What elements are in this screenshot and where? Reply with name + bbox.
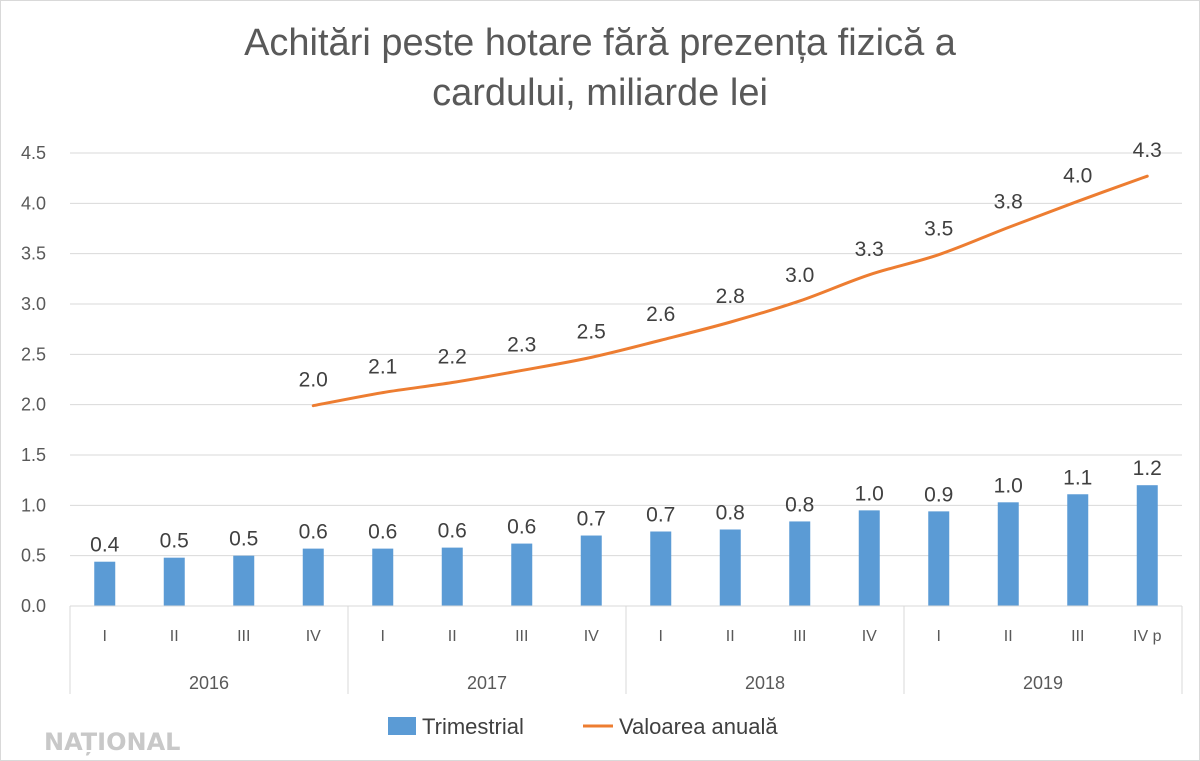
bar-data-label: 0.6 bbox=[368, 521, 397, 544]
bar bbox=[650, 531, 672, 606]
y-axis-tick-labels: 0.0 0.5 1.0 1.5 2.0 2.5 3.0 3.5 4.0 4.5 bbox=[21, 143, 46, 616]
bar-data-label: 0.7 bbox=[577, 508, 606, 531]
bar bbox=[372, 548, 394, 606]
bar-data-label: 0.9 bbox=[924, 483, 953, 506]
x-category-label: II bbox=[170, 628, 179, 645]
line-data-label: 2.5 bbox=[577, 320, 606, 343]
x-category-label: II bbox=[726, 628, 735, 645]
line-data-label: 2.3 bbox=[507, 333, 536, 356]
y-tick-label: 1.0 bbox=[21, 495, 46, 515]
chart-title-line-1: Achitări peste hotare fără prezența fizi… bbox=[244, 22, 956, 64]
y-tick-label: 4.5 bbox=[21, 143, 46, 163]
bar bbox=[789, 521, 811, 606]
bar-data-label: 0.5 bbox=[229, 528, 258, 551]
line-data-label: 3.5 bbox=[924, 218, 953, 241]
x-category-label: IV bbox=[584, 628, 599, 645]
watermark-logo: NAȚIONAL bbox=[44, 728, 180, 756]
bar bbox=[233, 555, 255, 606]
bar bbox=[302, 548, 324, 606]
y-tick-label: 0.0 bbox=[21, 596, 46, 616]
bar-data-label: 1.0 bbox=[855, 482, 884, 505]
y-tick-label: 0.5 bbox=[21, 546, 46, 566]
x-category-label: III bbox=[237, 628, 250, 645]
legend: Trimestrial Valoarea anuală bbox=[388, 714, 778, 739]
bar bbox=[163, 557, 185, 606]
x-category-label: III bbox=[1071, 628, 1084, 645]
x-category-label: I bbox=[103, 628, 107, 645]
x-group-label: 2018 bbox=[745, 673, 785, 693]
bar bbox=[94, 561, 116, 606]
bar-data-labels: 0.4 0.5 0.5 0.6 0.6 0.6 0.6 0.7 0.7 0.8 0.8 1.0 0.9 1… bbox=[90, 457, 1162, 557]
x-category-label: III bbox=[793, 628, 806, 645]
line-data-label: 2.0 bbox=[299, 369, 328, 392]
y-tick-label: 2.0 bbox=[21, 395, 46, 415]
bar-data-label: 1.2 bbox=[1133, 457, 1162, 480]
x-category-label: IV bbox=[862, 628, 877, 645]
bar-data-label: 0.4 bbox=[90, 534, 120, 557]
x-category-label: II bbox=[448, 628, 457, 645]
x-category-label: IV bbox=[306, 628, 321, 645]
x-group-label: 2019 bbox=[1023, 673, 1063, 693]
bar-data-label: 0.7 bbox=[646, 504, 675, 527]
y-tick-label: 3.5 bbox=[21, 244, 46, 264]
line-data-label: 2.1 bbox=[368, 356, 397, 379]
bar-data-label: 0.5 bbox=[160, 530, 189, 553]
bar bbox=[1136, 485, 1158, 606]
line-data-label: 2.2 bbox=[438, 346, 467, 369]
bar-data-label: 1.1 bbox=[1063, 466, 1092, 489]
x-category-label: II bbox=[1004, 628, 1013, 645]
bar bbox=[1067, 494, 1089, 606]
x-category-label: I bbox=[659, 628, 663, 645]
legend-label-trimestrial: Trimestrial bbox=[422, 714, 524, 739]
line-data-label: 4.3 bbox=[1133, 139, 1162, 162]
legend-label-valoarea-anuala: Valoarea anuală bbox=[619, 714, 778, 739]
bar-data-label: 0.8 bbox=[716, 501, 745, 524]
bar bbox=[928, 511, 950, 606]
x-group-label: 2016 bbox=[189, 673, 229, 693]
bar bbox=[511, 543, 533, 606]
bar-data-label: 0.6 bbox=[438, 520, 467, 543]
x-group-label: 2017 bbox=[467, 673, 507, 693]
x-category-label: I bbox=[937, 628, 941, 645]
line-path bbox=[311, 174, 1149, 408]
bar-series-trimestrial bbox=[94, 485, 1158, 606]
bar-data-label: 0.8 bbox=[785, 493, 814, 516]
x-category-label: I bbox=[381, 628, 385, 645]
bar bbox=[997, 502, 1019, 606]
bar-data-label: 0.6 bbox=[507, 516, 536, 539]
x-category-label: III bbox=[515, 628, 528, 645]
line-data-label: 4.0 bbox=[1063, 164, 1092, 187]
y-tick-label: 1.5 bbox=[21, 445, 46, 465]
legend-swatch-trimestrial bbox=[388, 717, 416, 735]
y-tick-label: 4.0 bbox=[21, 193, 46, 213]
y-tick-label: 3.0 bbox=[21, 294, 46, 314]
line-data-labels: 2.0 2.1 2.2 2.3 2.5 2.6 2.8 3.0 3.3 3.5 3.8 4.0 4.3 bbox=[299, 139, 1162, 392]
chart-title-line-2: cardului, miliarde lei bbox=[432, 72, 768, 114]
bar bbox=[441, 547, 463, 606]
bar bbox=[858, 510, 880, 606]
line-data-label: 2.6 bbox=[646, 303, 675, 326]
line-series-valoarea-anuala bbox=[311, 174, 1149, 408]
x-category-label: IV p bbox=[1133, 628, 1162, 645]
y-tick-label: 2.5 bbox=[21, 344, 46, 364]
line-data-label: 3.3 bbox=[855, 238, 884, 261]
line-data-label: 3.8 bbox=[994, 190, 1023, 213]
chart-title: Achitări peste hotare fără prezența fizi… bbox=[0, 18, 1200, 118]
bar-data-label: 0.6 bbox=[299, 521, 328, 544]
bar bbox=[719, 529, 741, 606]
line-data-label: 2.8 bbox=[716, 285, 745, 308]
bar-data-label: 1.0 bbox=[994, 474, 1023, 497]
line-data-label: 3.0 bbox=[785, 264, 814, 287]
bar bbox=[580, 535, 602, 606]
